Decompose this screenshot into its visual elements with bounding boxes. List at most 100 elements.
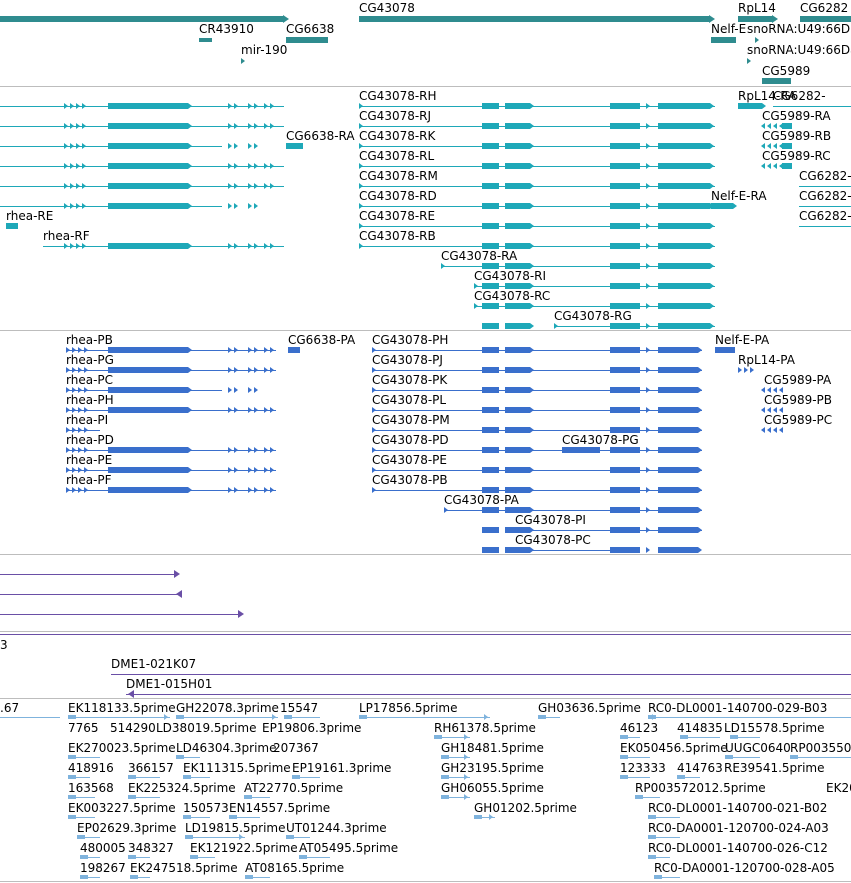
protein-label[interactable]: CG43078-PB xyxy=(372,473,448,487)
gene-label[interactable]: snoRNA:U49:66Da xyxy=(747,43,851,57)
est-label[interactable]: LD19815.5prime xyxy=(185,821,286,835)
protein-label[interactable]: CG5989-PA xyxy=(764,373,832,387)
est-label[interactable]: 414835 xyxy=(677,721,723,735)
transcript-label[interactable]: Nelf-E-RA xyxy=(711,189,767,203)
protein-label[interactable]: CG5989-PB xyxy=(764,393,833,407)
transcript-label[interactable]: CG5989-RC xyxy=(762,149,831,163)
transcript-label[interactable]: CG5989-RA xyxy=(762,109,831,123)
est-label[interactable]: EK20173 xyxy=(826,781,851,795)
est-label[interactable]: 207367 xyxy=(273,741,319,755)
est-label[interactable]: 163568 xyxy=(68,781,114,795)
protein-label[interactable]: CG43078-PM xyxy=(372,413,450,427)
transcript-label[interactable]: CG6282- xyxy=(799,209,851,223)
clone-label[interactable]: DME1-015H01 xyxy=(126,677,213,691)
est-label[interactable]: EK050456.5prime xyxy=(620,741,728,755)
est-label[interactable]: EP19806.3prime xyxy=(262,721,362,735)
protein-label[interactable]: CG43078-PA xyxy=(444,493,519,507)
protein-label[interactable]: CG6638-PA xyxy=(288,333,356,347)
transcript-label[interactable]: rhea-RE xyxy=(6,209,54,223)
est-label[interactable]: LD38019.5prime xyxy=(156,721,257,735)
clone-label[interactable]: DME1-021K07 xyxy=(111,657,197,671)
protein-label[interactable]: CG43078-PL xyxy=(372,393,447,407)
transcript-label[interactable]: RpL14-RA xyxy=(738,89,797,103)
est-label[interactable]: 514290 xyxy=(110,721,156,735)
protein-label[interactable]: rhea-PE xyxy=(66,453,113,467)
est-label[interactable]: AT05495.5prime xyxy=(299,841,399,855)
est-label[interactable]: EK247518.5prime xyxy=(130,861,238,875)
gene-label[interactable]: RpL14 xyxy=(738,1,776,15)
est-label[interactable]: 366157 xyxy=(128,761,174,775)
est-label[interactable]: RC0-DA0001-120700-028-A05 xyxy=(654,861,835,875)
est-label[interactable]: UUGC0640 xyxy=(725,741,791,755)
transcript-label[interactable]: CG43078-RJ xyxy=(359,109,432,123)
gene-label[interactable]: CR43910 xyxy=(199,22,254,36)
est-label[interactable]: LD46304.3prime xyxy=(176,741,277,755)
est-label[interactable]: EK118133.5prime xyxy=(68,701,176,715)
est-label[interactable]: LP17856.5prime xyxy=(359,701,458,715)
est-label[interactable]: EK003227.5prime xyxy=(68,801,176,815)
gene-label[interactable]: mir-190 xyxy=(241,43,288,57)
protein-label[interactable]: CG43078-PK xyxy=(372,373,448,387)
transcript-label[interactable]: CG43078-RI xyxy=(474,269,547,283)
est-label[interactable]: RE39541.5prime xyxy=(724,761,825,775)
est-label[interactable]: GH03636.5prime xyxy=(538,701,641,715)
est-label[interactable]: GH23195.5prime xyxy=(441,761,544,775)
est-label[interactable]: EN14557.5prime xyxy=(229,801,331,815)
transcript-label[interactable]: CG6282- xyxy=(799,169,851,183)
protein-label[interactable]: CG43078-PH xyxy=(372,333,449,347)
est-label[interactable]: 198267 xyxy=(80,861,126,875)
transcript-label[interactable]: CG6282- xyxy=(773,89,826,103)
transcript-label[interactable]: CG43078-RG xyxy=(554,309,632,323)
est-label[interactable]: .67 xyxy=(0,701,20,715)
est-label[interactable]: 123333 xyxy=(620,761,666,775)
est-label[interactable]: EK111315.5prime xyxy=(183,761,291,775)
protein-label[interactable]: CG43078-PG xyxy=(562,433,639,447)
clone-label[interactable]: 3 xyxy=(0,638,8,652)
transcript-label[interactable]: CG6282- xyxy=(799,189,851,203)
est-label[interactable]: 414763 xyxy=(677,761,723,775)
est-label[interactable]: RC0-DL0001-140700-021-B02 xyxy=(648,801,828,815)
protein-label[interactable]: CG43078-PC xyxy=(515,533,591,547)
est-label[interactable]: 418916 xyxy=(68,761,114,775)
transcript-label[interactable]: CG43078-RK xyxy=(359,129,436,143)
protein-label[interactable]: CG43078-PE xyxy=(372,453,447,467)
est-label[interactable]: GH18481.5prime xyxy=(441,741,544,755)
gene-label[interactable]: CG5989 xyxy=(762,64,811,78)
est-label[interactable]: RC0-DL0001-140700-029-B03 xyxy=(648,701,828,715)
est-label[interactable]: RH61378.5prime xyxy=(434,721,536,735)
transcript-label[interactable]: CG43078-RA xyxy=(441,249,518,263)
transcript-label[interactable]: CG43078-RH xyxy=(359,89,437,103)
transcript-label[interactable]: CG43078-RE xyxy=(359,209,436,223)
est-label[interactable]: GH06055.5prime xyxy=(441,781,544,795)
est-label[interactable]: EP19161.3prime xyxy=(292,761,392,775)
est-label[interactable]: EP02629.3prime xyxy=(77,821,177,835)
est-label[interactable]: 348327 xyxy=(128,841,174,855)
gene-label[interactable]: CG6638 xyxy=(286,22,335,36)
est-label[interactable]: LD15578.5prime xyxy=(724,721,825,735)
est-label[interactable]: 46123 xyxy=(620,721,659,735)
transcript-label[interactable]: CG43078-RC xyxy=(474,289,551,303)
gene-label[interactable]: CG6282 xyxy=(800,1,849,15)
gene-label[interactable]: Nelf-E xyxy=(711,22,747,36)
protein-label[interactable]: Nelf-E-PA xyxy=(715,333,770,347)
est-label[interactable]: EK270023.5prime xyxy=(68,741,176,755)
protein-label[interactable]: rhea-PD xyxy=(66,433,114,447)
protein-label[interactable]: CG43078-PD xyxy=(372,433,449,447)
est-label[interactable]: RC0-DL0001-140700-026-C12 xyxy=(648,841,828,855)
transcript-label[interactable]: CG6638-RA xyxy=(286,129,355,143)
protein-label[interactable]: rhea-PB xyxy=(66,333,113,347)
protein-label[interactable]: rhea-PF xyxy=(66,473,112,487)
protein-label[interactable]: rhea-PG xyxy=(66,353,114,367)
est-label[interactable]: RP003572012.5prime xyxy=(635,781,766,795)
transcript-label[interactable]: CG43078-RM xyxy=(359,169,438,183)
protein-label[interactable]: CG43078-PJ xyxy=(372,353,443,367)
transcript-label[interactable]: CG43078-RD xyxy=(359,189,437,203)
est-label[interactable]: 7765 xyxy=(68,721,99,735)
transcript-label[interactable]: CG43078-RB xyxy=(359,229,436,243)
est-label[interactable]: 150573 xyxy=(183,801,229,815)
transcript-label[interactable]: CG43078-RL xyxy=(359,149,435,163)
protein-label[interactable]: rhea-PH xyxy=(66,393,114,407)
protein-label[interactable]: CG43078-PI xyxy=(515,513,586,527)
protein-label[interactable]: rhea-PI xyxy=(66,413,109,427)
est-label[interactable]: EK225324.5prime xyxy=(128,781,236,795)
